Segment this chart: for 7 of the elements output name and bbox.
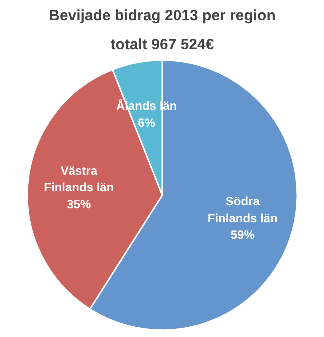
- slice-label: Södra Finlands län: [208, 194, 278, 226]
- chart-subtitle: totalt 967 524€: [110, 36, 215, 54]
- chart-title: Bevijade bidrag 2013 per region: [49, 8, 276, 24]
- data-label: 35%: [67, 197, 92, 212]
- data-label: 6%: [138, 116, 156, 130]
- slice-label: Västra Finlands län: [44, 164, 114, 195]
- data-label: 59%: [230, 228, 256, 242]
